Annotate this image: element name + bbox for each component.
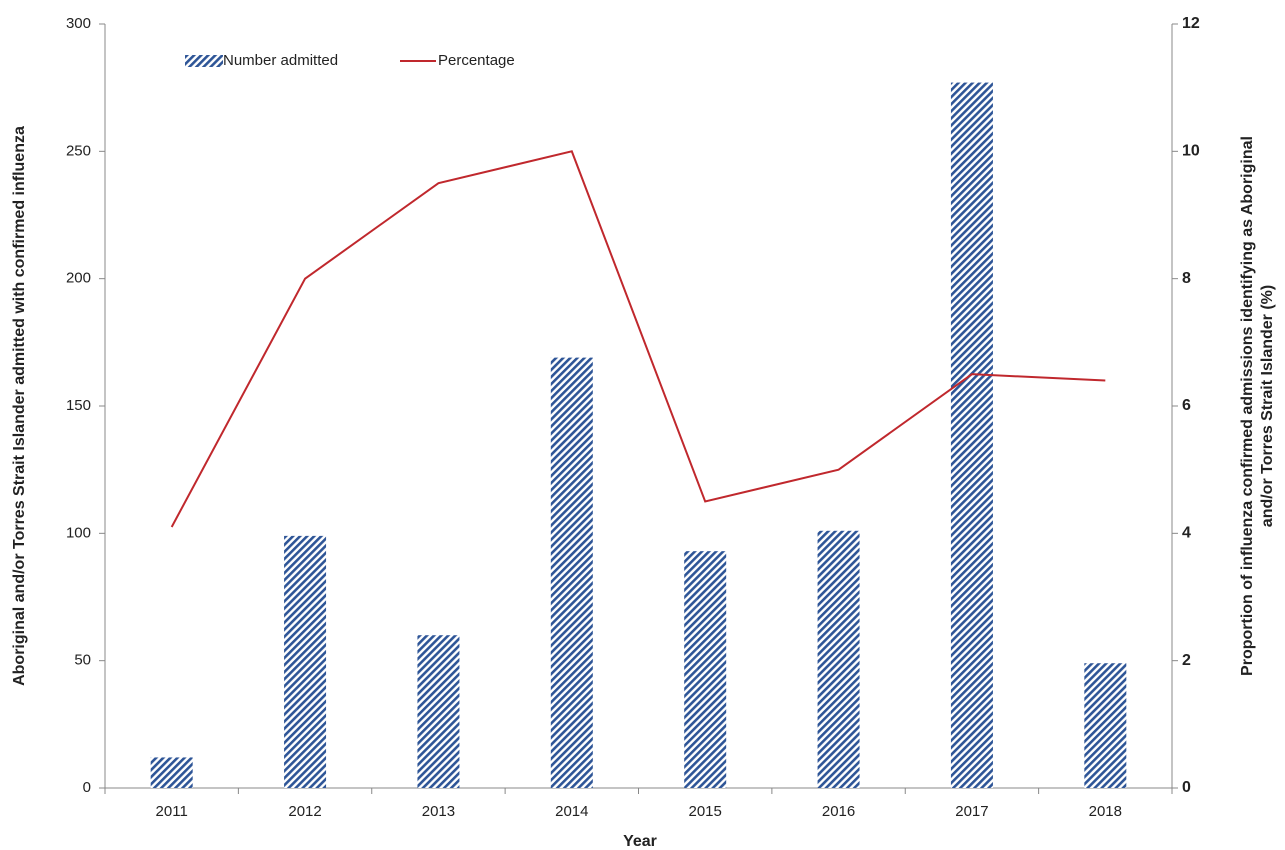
y2-axis-title: and/or Torres Strait Islander (%) xyxy=(1259,285,1276,527)
y2-tick-label: 2 xyxy=(1182,652,1191,669)
y2-tick-label: 12 xyxy=(1182,15,1200,32)
y2-axis-title: Proportion of influenza confirmed admiss… xyxy=(1239,136,1256,676)
bar xyxy=(817,530,860,788)
bar xyxy=(150,757,193,788)
y-tick-label: 0 xyxy=(83,779,91,796)
y-tick-label: 200 xyxy=(66,270,91,287)
y-tick-label: 250 xyxy=(66,142,91,159)
bar xyxy=(1084,663,1127,788)
x-tick-label: 2015 xyxy=(689,803,722,820)
legend-label: Number admitted xyxy=(223,52,338,69)
y2-tick-label: 0 xyxy=(1182,779,1191,796)
legend-swatch xyxy=(185,55,223,67)
y-tick-label: 300 xyxy=(66,15,91,32)
x-axis-title: Year xyxy=(623,833,657,850)
x-tick-label: 2016 xyxy=(822,803,855,820)
bar xyxy=(284,535,327,788)
bar xyxy=(950,82,993,788)
x-tick-label: 2013 xyxy=(422,803,455,820)
y2-tick-label: 6 xyxy=(1182,397,1191,414)
x-tick-label: 2017 xyxy=(955,803,988,820)
bar xyxy=(684,551,727,788)
line xyxy=(170,150,1106,528)
x-tick-label: 2014 xyxy=(555,803,588,820)
y2-tick-label: 10 xyxy=(1182,143,1200,160)
legend-label: Percentage xyxy=(438,52,515,69)
x-tick-label: 2011 xyxy=(156,803,188,820)
x-tick-label: 2012 xyxy=(288,803,321,820)
y-tick-label: 50 xyxy=(74,652,91,669)
y2-tick-label: 4 xyxy=(1182,525,1191,542)
y2-tick-label: 8 xyxy=(1182,270,1191,287)
y-tick-label: 100 xyxy=(66,524,91,541)
bar xyxy=(417,635,460,788)
x-tick-label: 2018 xyxy=(1089,803,1122,820)
bar xyxy=(550,357,593,788)
y-axis-title: Aboriginal and/or Torres Strait Islander… xyxy=(11,126,28,686)
y-tick-label: 150 xyxy=(66,397,91,414)
